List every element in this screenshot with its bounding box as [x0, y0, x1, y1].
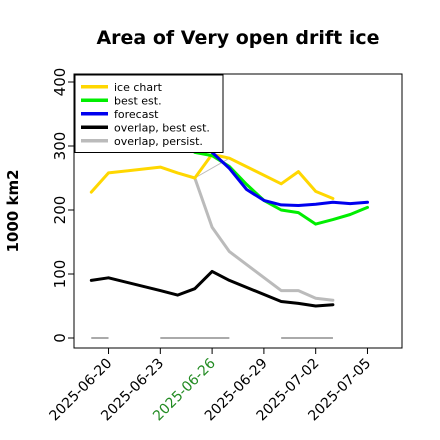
series-line-ice-chart — [89, 152, 335, 200]
chart-title: Area of Very open drift ice — [96, 27, 379, 49]
legend-label-overlap-best-est: overlap, best est. — [114, 121, 210, 134]
plot-area — [89, 150, 369, 339]
plot-frame — [73, 73, 403, 349]
legend-label-best-est: best est. — [114, 94, 162, 107]
legend-label-ice-chart: ice chart — [114, 81, 163, 94]
legend-label-forecast: forecast — [114, 108, 159, 121]
y-tick-label-200: 200 — [51, 196, 69, 225]
y-tick-label-300: 300 — [51, 132, 69, 161]
y-tick-label-100: 100 — [51, 260, 69, 289]
legend-label-overlap-persist: overlap, persist. — [114, 135, 203, 148]
series-line-overlap-persist — [193, 176, 335, 302]
series-line-connector-6 — [228, 251, 282, 292]
series-line-forecast — [210, 150, 369, 207]
y-axis-label: 1000 km2 — [4, 169, 22, 252]
series-line-overlap-best-est — [89, 269, 335, 308]
series-line-connector-5 — [194, 157, 230, 179]
y-tick-label-400: 400 — [51, 68, 69, 97]
y-tick-label-0: 0 — [51, 333, 69, 343]
